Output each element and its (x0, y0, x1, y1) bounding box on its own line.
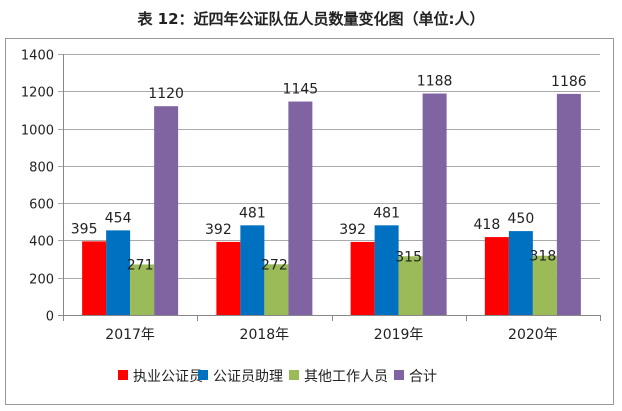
legend-label-1: 公证员助理 (213, 369, 283, 385)
bar-0-1 (216, 241, 241, 315)
bar-1-1 (240, 225, 265, 315)
data-label: 1120 (148, 86, 184, 102)
bar-1-0 (106, 230, 131, 315)
data-label: 392 (339, 222, 366, 238)
x-tick-label: 2019年 (374, 327, 424, 343)
y-tick-label: 200 (29, 273, 54, 288)
data-label: 315 (395, 249, 422, 265)
bar-3-0 (154, 106, 179, 315)
bar-0-0 (82, 241, 107, 315)
bar-0-3 (484, 237, 509, 315)
data-label: 318 (530, 249, 557, 265)
data-label: 395 (71, 221, 98, 237)
data-label: 272 (261, 257, 288, 273)
data-label: 450 (508, 211, 535, 227)
legend-label-2: 其他工作人员 (304, 369, 388, 385)
bar-1-2 (374, 225, 399, 315)
y-tick-label: 1400 (21, 49, 54, 64)
x-tick-label: 2020年 (508, 327, 558, 343)
legend-label-0: 执业公证员 (133, 369, 203, 385)
bar-3-2 (422, 93, 447, 315)
y-tick-label: 800 (29, 161, 54, 176)
data-label: 1188 (417, 74, 453, 90)
legend-label-3: 合计 (409, 369, 437, 385)
data-label: 392 (205, 222, 232, 238)
bar-2-0 (130, 264, 155, 315)
data-label: 1145 (283, 82, 319, 98)
y-tick-label: 600 (29, 198, 54, 213)
y-tick-label: 0 (46, 310, 54, 325)
bar-2-2 (398, 256, 423, 315)
data-label: 1186 (551, 74, 587, 90)
bar-3-1 (288, 101, 313, 316)
legend-swatch-1 (198, 370, 208, 380)
x-tick-label: 2018年 (240, 327, 290, 343)
data-label: 481 (373, 205, 400, 221)
y-tick-label: 1200 (21, 86, 54, 101)
bar-2-1 (264, 264, 289, 315)
y-tick-label: 1000 (21, 124, 54, 139)
data-label: 418 (474, 217, 501, 233)
legend-swatch-3 (394, 370, 404, 380)
legend-swatch-0 (118, 370, 128, 380)
data-label: 454 (105, 210, 132, 226)
bar-0-2 (350, 241, 375, 315)
chart-title: 表 12：近四年公证队伍人员数量变化图（单位:人） (137, 10, 485, 28)
x-tick-label: 2017年 (105, 327, 155, 343)
bar-1-3 (508, 231, 533, 315)
y-tick-label: 400 (29, 235, 54, 250)
bar-3-3 (556, 93, 581, 315)
data-label: 271 (127, 257, 154, 273)
data-label: 481 (239, 205, 266, 221)
bar-2-3 (532, 255, 557, 315)
legend-swatch-2 (289, 370, 299, 380)
